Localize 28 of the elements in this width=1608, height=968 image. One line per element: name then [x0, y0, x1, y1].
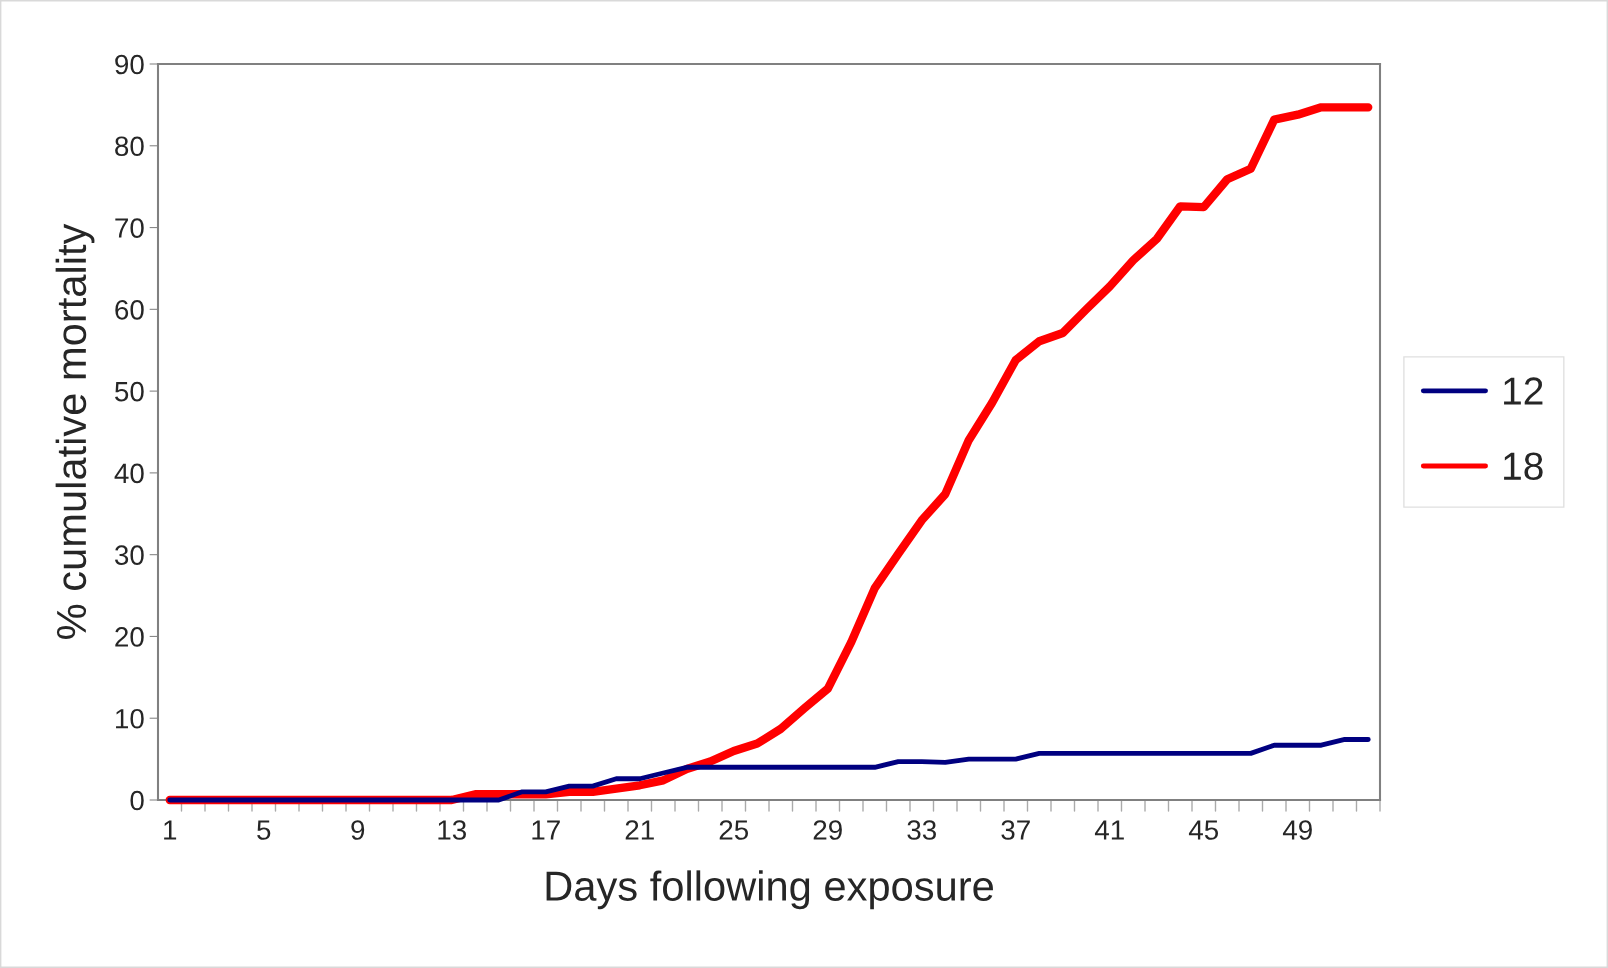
- x-tick-label: 45: [1188, 820, 1219, 840]
- x-tick-label: 1: [164, 820, 177, 840]
- y-tick-label: 30: [114, 545, 144, 566]
- y-tick-label: 40: [114, 463, 144, 484]
- x-tick-label: 49: [1282, 820, 1312, 840]
- x-tick-label: 21: [625, 820, 654, 840]
- y-tick-label: 60: [115, 300, 144, 320]
- line-series: [167, 737, 1371, 803]
- x-tick-label: 13: [438, 820, 466, 840]
- y-tick-label: 50: [115, 381, 144, 402]
- x-tick-label: 41: [1094, 820, 1124, 840]
- x-tick-label: 33: [907, 820, 936, 840]
- legend-label: 18: [1504, 452, 1543, 481]
- x-axis-title: Days following exposure: [546, 870, 993, 910]
- x-tick-label: 9: [351, 820, 365, 840]
- y-tick-label: 90: [115, 54, 144, 75]
- legend-label: 12: [1504, 377, 1543, 405]
- x-tick-label: 37: [1001, 820, 1030, 840]
- x-tick-label: 25: [719, 820, 749, 840]
- x-tick-label: 29: [813, 820, 842, 840]
- x-tick-label: 5: [257, 820, 271, 840]
- y-tick-label: 0: [130, 790, 144, 811]
- x-tick-label: 17: [532, 820, 560, 840]
- y-axis-title: % cumulative mortality: [55, 223, 95, 639]
- y-tick-label: 20: [115, 627, 144, 647]
- y-tick-label: 80: [115, 136, 144, 157]
- y-tick-label: 70: [115, 218, 144, 238]
- y-tick-label: 10: [116, 708, 144, 729]
